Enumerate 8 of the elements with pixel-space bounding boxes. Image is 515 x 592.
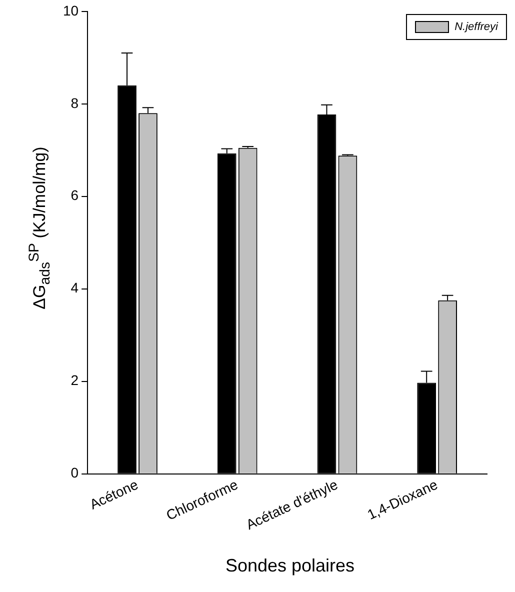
y-tick-label: 2 bbox=[70, 372, 79, 388]
y-tick-label: 10 bbox=[62, 2, 79, 18]
y-tick-label: 4 bbox=[70, 280, 79, 296]
x-axis-title: Sondes polaires bbox=[225, 556, 355, 576]
legend-label: N.jeffreyi bbox=[454, 21, 498, 33]
y-tick-label: 0 bbox=[70, 464, 79, 481]
y-tick-label: 6 bbox=[70, 187, 79, 204]
y-tick-label: 8 bbox=[70, 94, 79, 111]
